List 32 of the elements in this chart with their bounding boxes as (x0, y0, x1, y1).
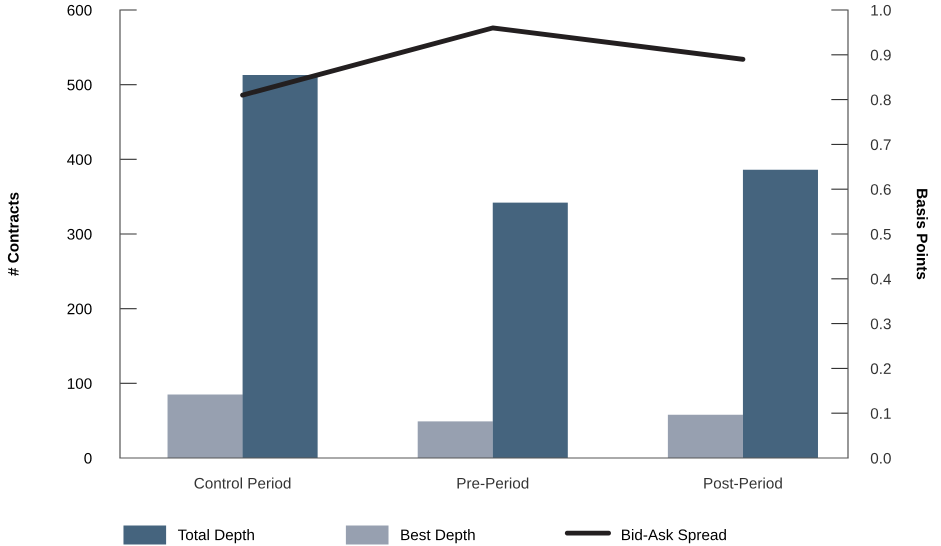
bar (492, 202, 568, 458)
y2-tick-label: 0.0 (870, 452, 891, 464)
x-tick-label: Post-Period (704, 477, 782, 489)
y-tick-label: 400 (67, 154, 92, 166)
y-tick-label: 600 (68, 4, 92, 16)
bar (242, 74, 318, 458)
y2-tick-label: 0.8 (870, 94, 891, 106)
y2-axis-title: Basis Points (916, 189, 928, 280)
y2-tick-label: 0.9 (870, 50, 891, 60)
bar (418, 421, 493, 458)
bar (742, 170, 818, 458)
y2-tick-label: 0.5 (870, 228, 891, 240)
y-tick-label: 300 (67, 228, 92, 240)
legend-label: Total Depth (178, 529, 254, 544)
y-axis-title: # Contracts (8, 192, 19, 276)
y-tick-label: 0 (84, 452, 92, 464)
bar (168, 394, 243, 458)
legend-label: Bid-Ask Spread (622, 529, 726, 544)
y2-tick-label: 0.6 (870, 184, 891, 195)
y-tick-label: 200 (68, 304, 92, 314)
bar (668, 414, 743, 458)
x-tick-label: Pre-Period (458, 477, 528, 489)
y-tick-label: 500 (67, 80, 92, 90)
y2-tick-label: 0.1 (870, 408, 891, 419)
y2-tick-label: 0.7 (870, 139, 891, 150)
y2-tick-label: 0.2 (870, 363, 891, 374)
legend-label: Best Depth (401, 529, 475, 544)
y2-tick-label: 1.0 (871, 4, 891, 16)
y2-tick-label: 0.3 (870, 318, 891, 330)
x-tick-label: Control Period (194, 477, 290, 489)
y2-tick-label: 0.4 (870, 274, 892, 284)
y-tick-label: 100 (68, 378, 92, 390)
